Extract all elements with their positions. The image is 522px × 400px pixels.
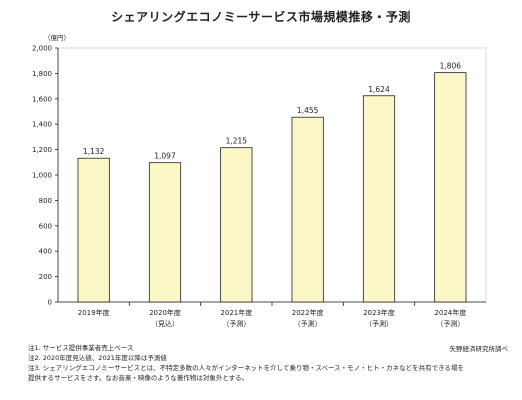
data-label: 1,132	[83, 147, 105, 156]
chart-notes: 注1. サービス提供事業者売上ベース 注2. 2020年度見込値、2021年度以…	[28, 343, 464, 383]
bar	[220, 147, 253, 303]
bar	[77, 157, 110, 303]
y-tick-label: 0	[48, 299, 52, 307]
source-credit: 矢野経済研究所調べ	[449, 345, 509, 353]
x-tick-sublabel: （予測）	[436, 319, 464, 328]
data-label: 1,624	[368, 85, 390, 94]
bar	[362, 95, 396, 303]
data-label: 1,215	[226, 137, 248, 146]
note-3: 注3. シェアリングエコノミーサービスとは、不特定多数の人々がインターネットを介…	[28, 364, 465, 372]
y-unit-label: （億円）	[44, 33, 70, 42]
bar	[291, 116, 324, 303]
note-2: 注2. 2020年度見込値、2021年度以降は予測値	[28, 354, 167, 362]
x-tick-label: 2022年度	[292, 308, 324, 317]
y-tick-label: 800	[39, 197, 52, 205]
y-tick-label: 600	[39, 222, 52, 230]
bar	[434, 72, 467, 303]
x-tick-sublabel: （予測）	[222, 319, 250, 328]
y-tick-label: 2,000	[32, 45, 52, 53]
x-tick-label: 2021年度	[220, 308, 252, 317]
y-tick-label: 1,000	[32, 172, 52, 180]
y-tick-label: 400	[39, 248, 52, 256]
chart-title: シェアリングエコノミーサービス市場規模推移・予測	[111, 10, 411, 24]
x-tick-label: 2020年度	[149, 308, 181, 317]
x-tick-sublabel: （予測）	[365, 319, 393, 328]
x-tick-label: 2019年度	[78, 308, 110, 317]
y-tick-label: 200	[39, 273, 52, 281]
y-tick-label: 1,200	[32, 146, 52, 154]
y-tick-label: 1,600	[32, 95, 52, 103]
x-tick-sublabel: （予測）	[294, 319, 322, 328]
bar	[148, 162, 182, 303]
data-label: 1,097	[154, 152, 176, 161]
data-label: 1,455	[297, 106, 319, 115]
x-tick-label: 2024年度	[434, 308, 466, 317]
note-3-continued: 提供するサービスをさす。なお音楽・映像のような著作物は対象外とする。	[28, 374, 249, 382]
plot-area-border	[57, 47, 487, 303]
x-tick-sublabel: （見込）	[151, 319, 179, 328]
note-1: 注1. サービス提供事業者売上ベース	[28, 344, 134, 352]
y-tick-label: 1,800	[32, 70, 52, 78]
x-tick-label: 2023年度	[363, 308, 395, 317]
y-tick-label: 1,400	[32, 121, 52, 129]
data-label: 1,806	[440, 62, 462, 71]
